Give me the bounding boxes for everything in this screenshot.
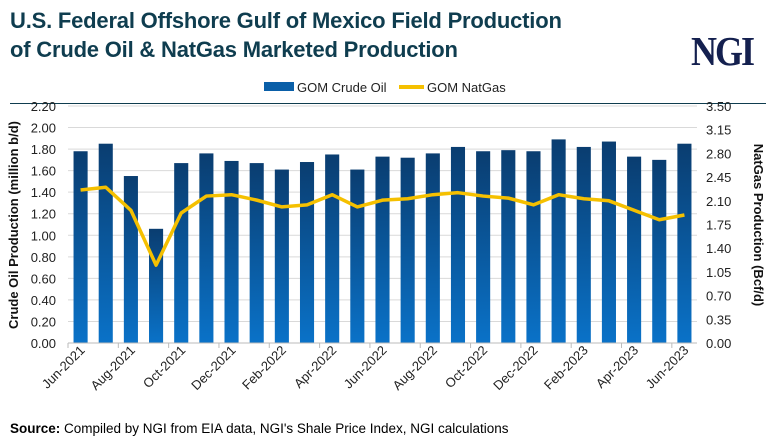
y2-tick-label: 1.05 — [706, 265, 731, 280]
bar-crude-oil — [73, 151, 88, 343]
bar-crude-oil — [601, 141, 616, 343]
bar-crude-oil — [576, 146, 591, 343]
chart-title: U.S. Federal Offshore Gulf of Mexico Fie… — [10, 6, 562, 64]
y-tick-label: 1.60 — [31, 164, 56, 179]
y-tick-label: 1.00 — [31, 228, 56, 243]
x-tick-label: Dec-2021 — [188, 343, 238, 393]
bar-crude-oil — [425, 153, 440, 343]
y-tick-label: 0.40 — [31, 293, 56, 308]
bar-crude-oil — [174, 163, 189, 343]
y2-tick-label: 3.50 — [706, 99, 731, 114]
bar-crude-oil — [375, 156, 390, 343]
y-tick-label: 2.20 — [31, 99, 56, 114]
bar-crude-oil — [652, 159, 667, 343]
x-tick-label: Aug-2021 — [88, 343, 138, 393]
ngi-logo: NGI — [691, 28, 755, 74]
bar-crude-oil — [274, 169, 289, 343]
bar-crude-oil — [400, 157, 415, 343]
source-label: Source: — [10, 421, 61, 436]
bar-crude-oil — [551, 139, 566, 343]
x-tick-label: Oct-2021 — [140, 343, 188, 391]
y-tick-label: 2.00 — [31, 121, 56, 136]
y2-tick-label: 0.35 — [706, 312, 731, 327]
bar-crude-oil — [98, 143, 113, 343]
y2-tick-label: 0.70 — [706, 289, 731, 304]
legend-label-crude: GOM Crude Oil — [297, 80, 387, 95]
y-tick-label: 1.40 — [31, 185, 56, 200]
y2-tick-label: 2.10 — [706, 194, 731, 209]
bar-crude-oil — [501, 150, 516, 343]
legend: GOM Crude Oil GOM NatGas — [264, 80, 506, 95]
x-tick-label: Feb-2022 — [239, 343, 289, 393]
title-divider — [10, 103, 766, 104]
bar-crude-oil — [350, 169, 365, 343]
y-axis-label: Crude Oil Production (million b/d) — [6, 121, 21, 329]
y2-tick-label: 3.15 — [706, 123, 731, 138]
bar-crude-oil — [299, 162, 315, 343]
x-tick-label: Oct-2022 — [442, 343, 490, 391]
y-tick-label: 0.00 — [31, 336, 56, 351]
bar-crude-oil — [627, 156, 642, 343]
bar-crude-oil — [476, 151, 491, 343]
bar-crude-oil — [325, 154, 340, 343]
legend-label-natgas: GOM NatGas — [427, 80, 506, 95]
y2-tick-label: 1.75 — [706, 218, 731, 233]
x-tick-label: Jun-2023 — [643, 343, 692, 392]
bar-crude-oil — [450, 146, 466, 343]
bar-crude-oil — [249, 163, 264, 343]
x-tick-label: Jun-2022 — [341, 343, 390, 392]
y-tick-label: 0.60 — [31, 271, 56, 286]
y-tick-label: 0.80 — [31, 250, 56, 265]
bar-crude-oil — [123, 176, 138, 343]
x-tick-label: Apr-2022 — [291, 343, 339, 391]
bar-crude-oil — [526, 151, 541, 343]
y2-axis-label: NatGas Production (Bcf/d) — [751, 144, 766, 307]
x-tick-label: Dec-2022 — [490, 343, 540, 393]
y-tick-label: 0.20 — [31, 314, 56, 329]
source-note: Source: Compiled by NGI from EIA data, N… — [10, 421, 509, 436]
bar-crude-oil — [149, 228, 164, 343]
y-tick-label: 1.80 — [31, 142, 56, 157]
title-line-1: U.S. Federal Offshore Gulf of Mexico Fie… — [10, 8, 562, 33]
bar-crude-oil — [677, 143, 692, 343]
bar-crude-oil — [199, 153, 214, 343]
y2-tick-label: 2.80 — [706, 146, 731, 161]
x-tick-label: Aug-2022 — [389, 343, 439, 393]
y2-tick-label: 2.45 — [706, 170, 731, 185]
y2-tick-label: 1.40 — [706, 241, 731, 256]
source-text: Compiled by NGI from EIA data, NGI's Sha… — [60, 421, 509, 436]
y2-tick-label: 0.00 — [706, 336, 731, 351]
title-line-2: of Crude Oil & NatGas Marketed Productio… — [10, 37, 458, 62]
y-tick-label: 1.20 — [31, 207, 56, 222]
legend-swatch-crude — [264, 82, 294, 91]
legend-swatch-natgas — [399, 85, 424, 89]
x-tick-label: Feb-2023 — [541, 343, 591, 393]
x-tick-label: Apr-2023 — [593, 343, 641, 391]
bar-crude-oil — [224, 160, 239, 343]
